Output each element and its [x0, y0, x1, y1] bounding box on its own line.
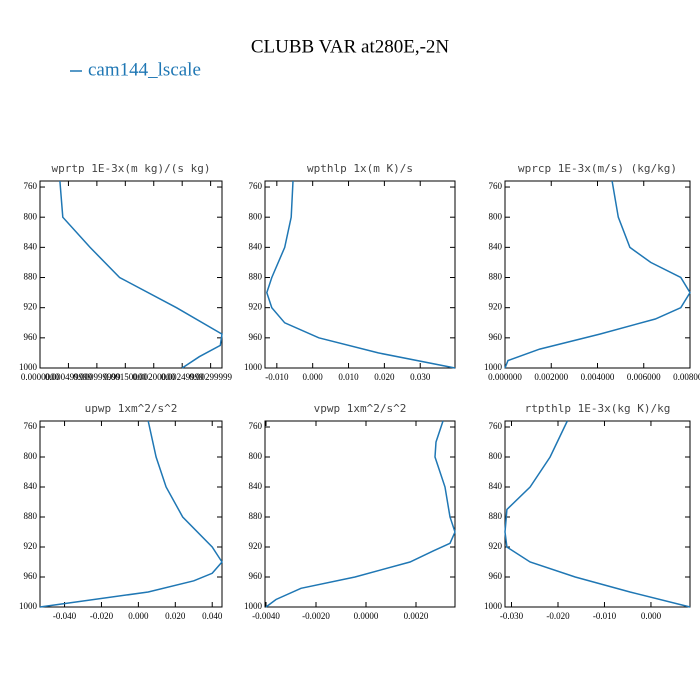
x-tick-label: 0.000 — [128, 611, 149, 621]
x-tick-label: 0.004000 — [581, 372, 615, 382]
x-tick-label: 0.00200000 — [132, 372, 175, 382]
x-tick-label: 0.002000 — [534, 372, 568, 382]
y-tick-label: 920 — [489, 541, 503, 551]
panel-title: wpthlp 1x(m K)/s — [307, 162, 413, 175]
y-tick-label: 960 — [489, 332, 503, 342]
y-tick-label: 960 — [489, 571, 503, 581]
x-tick-label: -0.020 — [90, 611, 114, 621]
x-tick-label: 0.040 — [202, 611, 223, 621]
profile-line — [504, 420, 691, 608]
y-tick-label: 880 — [489, 511, 503, 521]
x-tick-label: 0.00249999 — [161, 372, 204, 382]
y-tick-label: 1000 — [19, 601, 38, 611]
figure-title: CLUBB VAR at280E,-2N — [251, 36, 450, 57]
x-tick-label: 0.010 — [338, 372, 359, 382]
x-tick-label: 0.000 — [641, 611, 662, 621]
x-tick-label: 0.000000 — [488, 372, 522, 382]
y-tick-label: 920 — [249, 302, 263, 312]
y-tick-label: 800 — [249, 211, 263, 221]
y-tick-label: 960 — [24, 332, 38, 342]
x-tick-label: 0.020 — [165, 611, 186, 621]
x-tick-label: 0.006000 — [627, 372, 661, 382]
profile-line — [504, 180, 691, 369]
panel-title: vpwp 1xm^2/s^2 — [314, 402, 407, 415]
y-tick-label: 840 — [24, 241, 38, 251]
profile-line — [266, 180, 456, 369]
y-tick-label: 960 — [249, 571, 263, 581]
y-tick-label: 1000 — [19, 362, 38, 372]
y-tick-label: 840 — [249, 241, 263, 251]
axes-frame — [504, 180, 691, 369]
x-tick-label: -0.030 — [500, 611, 524, 621]
y-tick-label: 840 — [489, 481, 503, 491]
y-tick-label: 800 — [24, 451, 38, 461]
profile-line — [59, 180, 223, 369]
panel-title: wprcp 1E-3x(m/s) (kg/kg) — [518, 162, 677, 175]
y-tick-label: 880 — [489, 272, 503, 282]
x-tick-label: 0.0000000 — [21, 372, 60, 382]
y-tick-label: 760 — [489, 421, 503, 431]
y-tick-label: 1000 — [484, 601, 503, 611]
y-tick-label: 880 — [24, 511, 38, 521]
y-tick-label: 920 — [24, 302, 38, 312]
x-tick-label: -0.040 — [53, 611, 77, 621]
y-tick-label: 920 — [24, 541, 38, 551]
y-tick-label: 760 — [24, 421, 38, 431]
profile-line — [39, 420, 223, 608]
y-tick-label: 1000 — [244, 362, 263, 372]
y-tick-label: 880 — [249, 511, 263, 521]
y-tick-label: 760 — [249, 181, 263, 191]
y-tick-label: 760 — [489, 181, 503, 191]
x-tick-label: 0.030 — [410, 372, 431, 382]
y-tick-label: 800 — [249, 451, 263, 461]
x-tick-label: -0.0040 — [252, 611, 280, 621]
y-tick-label: 880 — [249, 272, 263, 282]
y-tick-label: 800 — [489, 211, 503, 221]
x-tick-label: 0.0000 — [354, 611, 379, 621]
panel-title: rtpthlp 1E-3x(kg K)/kg — [525, 402, 671, 415]
x-tick-label: 0.008000 — [673, 372, 700, 382]
axes-frame — [264, 420, 456, 608]
y-tick-label: 1000 — [244, 601, 263, 611]
y-tick-label: 800 — [489, 451, 503, 461]
axes-frame — [264, 180, 456, 369]
x-tick-label: -0.010 — [265, 372, 289, 382]
y-tick-label: 840 — [489, 241, 503, 251]
x-tick-label: -0.0020 — [302, 611, 330, 621]
x-tick-label: -0.020 — [546, 611, 570, 621]
y-tick-label: 960 — [249, 332, 263, 342]
x-tick-label: 0.020 — [374, 372, 395, 382]
x-tick-label: 0.000499999 — [45, 372, 93, 382]
x-tick-label: 0.0020 — [404, 611, 429, 621]
y-tick-label: 920 — [249, 541, 263, 551]
x-tick-label: -0.010 — [593, 611, 617, 621]
legend-label: cam144_lscale — [88, 59, 201, 80]
y-tick-label: 920 — [489, 302, 503, 312]
y-tick-label: 880 — [24, 272, 38, 282]
axes-frame — [39, 180, 223, 369]
y-tick-label: 800 — [24, 211, 38, 221]
x-tick-label: 0.000999999 — [73, 372, 121, 382]
y-tick-label: 760 — [249, 421, 263, 431]
y-tick-label: 960 — [24, 571, 38, 581]
x-tick-label: 0.00150000 — [104, 372, 147, 382]
panel-title: upwp 1xm^2/s^2 — [85, 402, 178, 415]
profile-line — [265, 420, 456, 608]
y-tick-label: 840 — [24, 481, 38, 491]
axes-frame — [39, 420, 223, 608]
y-tick-label: 760 — [24, 181, 38, 191]
panel-title: wprtp 1E-3x(m kg)/(s kg) — [52, 162, 211, 175]
y-tick-label: 840 — [249, 481, 263, 491]
x-tick-label: 0.00299999 — [189, 372, 232, 382]
axes-frame — [504, 420, 691, 608]
x-tick-label: 0.000 — [303, 372, 324, 382]
y-tick-label: 1000 — [484, 362, 503, 372]
